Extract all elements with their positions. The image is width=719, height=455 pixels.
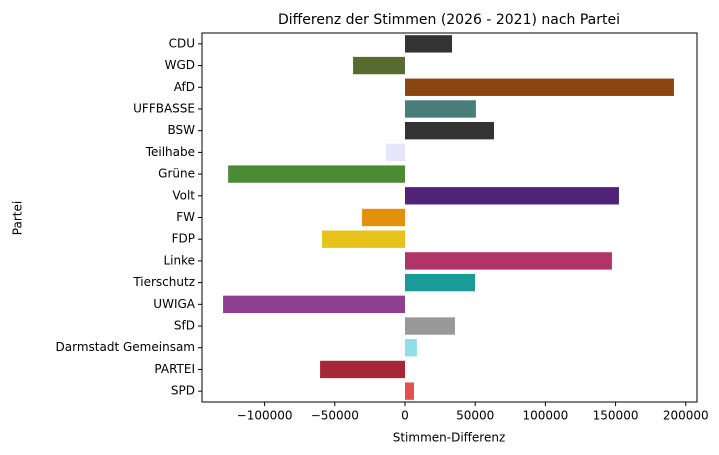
x-tick-label: −100000 [237,409,293,423]
bar [404,187,619,205]
x-axis-label: Stimmen-Differenz [393,431,506,445]
y-tick-label: PARTEI [154,362,195,376]
y-tick-label: SfD [174,319,195,333]
bar [404,35,453,53]
y-tick-label: SPD [171,384,195,398]
y-tick-label: FDP [172,232,195,246]
bar [322,230,405,248]
y-tick-label: Linke [163,253,195,267]
bar [362,208,405,227]
y-tick-label: AfD [174,80,195,94]
y-tick-label: CDU [169,36,195,50]
y-tick-label: Grüne [158,167,195,181]
bar [228,165,405,183]
y-tick-label: Darmstadt Gemeinsam [56,340,195,354]
x-tick-label: 200000 [663,409,709,423]
y-tick-label: Tierschutz [132,275,195,289]
bar [404,78,674,96]
bar [404,382,414,400]
y-tick-label: BSW [167,123,195,137]
x-tick-label: 150000 [593,409,639,423]
bar [223,295,405,314]
bar [404,100,476,118]
bar [404,273,476,292]
y-tick-label: UFFBASSE [133,101,195,115]
x-tick-label: 100000 [522,409,568,423]
x-tick-label: −50000 [311,409,359,423]
y-tick-label: WGD [165,58,195,72]
y-tick-label: Teilhabe [145,145,195,159]
y-tick-label: Volt [172,188,195,202]
chart-title: Differenz der Stimmen (2026 - 2021) nach… [278,12,620,28]
bar [404,339,417,357]
bar [404,317,455,335]
bar [353,56,405,75]
plot-frame [201,32,698,403]
bar [404,252,612,270]
x-tick-label: 50000 [456,409,494,423]
y-axis-label: Partei [11,201,25,235]
bar [404,121,495,140]
bar [320,360,405,379]
bar [386,143,405,162]
x-tick-label: 0 [401,409,409,423]
y-tick-label: UWIGA [153,297,195,311]
y-tick-label: FW [176,210,195,224]
